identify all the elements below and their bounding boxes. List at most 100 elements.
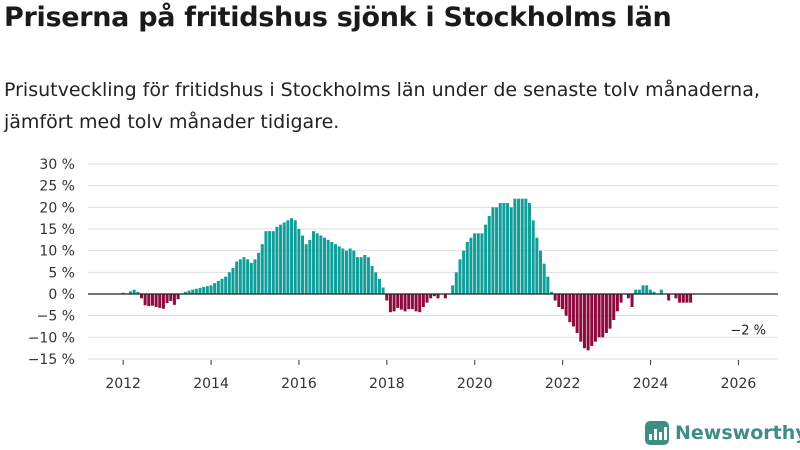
bar — [187, 290, 191, 294]
bar — [132, 289, 136, 294]
bar — [429, 294, 433, 299]
bar — [564, 294, 568, 316]
bar — [304, 244, 308, 294]
bar — [352, 250, 356, 294]
bar — [506, 203, 510, 294]
bar — [681, 294, 685, 303]
bar — [172, 294, 176, 305]
bar — [473, 233, 477, 294]
bar — [667, 294, 671, 301]
bar — [388, 294, 392, 313]
bar — [290, 218, 294, 294]
bar — [337, 246, 341, 294]
bar — [502, 203, 506, 294]
bar — [235, 261, 239, 294]
y-tick-label: 25 % — [39, 179, 75, 195]
bar — [257, 252, 261, 294]
latest-value-label: −2 % — [730, 324, 766, 339]
chart-subtitle: Prisutveckling för fritidshus i Stockhol… — [4, 79, 760, 133]
bar — [176, 294, 180, 300]
brand-logo: Newsworthy — [645, 418, 800, 448]
bar — [220, 278, 224, 294]
bar — [165, 294, 169, 304]
bar — [377, 278, 381, 294]
bar — [385, 294, 389, 301]
bar — [348, 248, 352, 294]
bar — [205, 286, 209, 294]
bar — [308, 239, 312, 294]
bar — [231, 268, 235, 294]
y-tick-label: −5 % — [37, 309, 75, 325]
bar — [271, 231, 275, 294]
bar — [396, 294, 400, 308]
bar — [326, 239, 330, 294]
bar — [312, 231, 316, 294]
bar — [524, 198, 528, 294]
bar — [531, 220, 535, 294]
bar — [293, 220, 297, 294]
bar — [571, 294, 575, 327]
bar — [604, 294, 608, 333]
bar — [458, 259, 462, 294]
bar — [634, 289, 638, 294]
x-tick-label: 2014 — [193, 376, 229, 392]
bar — [154, 294, 158, 307]
bar — [542, 263, 546, 294]
bar — [535, 237, 539, 294]
bar — [549, 291, 553, 294]
bar — [425, 294, 429, 303]
bar — [436, 294, 440, 299]
bar — [275, 226, 279, 294]
bar — [626, 294, 630, 299]
bar — [575, 294, 579, 333]
bar — [410, 294, 414, 310]
bar — [553, 294, 557, 301]
bar — [418, 294, 422, 313]
bar — [403, 294, 407, 312]
bar — [150, 294, 154, 306]
bar — [674, 294, 678, 299]
bar — [286, 220, 290, 294]
bar — [359, 257, 363, 294]
bar — [513, 198, 517, 294]
bar — [139, 294, 143, 299]
x-axis-ticks: 2012 2014 2016 2018 2020 2022 2024 2026 — [105, 360, 756, 392]
bar — [645, 285, 649, 294]
bar — [619, 294, 623, 303]
y-tick-label: −15 % — [28, 352, 75, 368]
bar — [630, 294, 634, 307]
x-tick-label: 2018 — [369, 376, 405, 392]
bar — [454, 272, 458, 294]
bar — [528, 203, 532, 294]
bar — [136, 291, 140, 294]
y-tick-label: 5 % — [48, 265, 75, 281]
bar — [202, 287, 206, 294]
y-tick-label: 10 % — [39, 244, 75, 260]
x-tick-label: 2022 — [545, 376, 581, 392]
bar — [224, 276, 228, 294]
bar — [198, 287, 202, 294]
y-tick-label: −10 % — [28, 330, 75, 346]
bar — [191, 289, 195, 294]
bar — [209, 285, 213, 294]
bar — [579, 294, 583, 342]
bar — [612, 294, 616, 320]
y-tick-label: 20 % — [39, 200, 75, 216]
bar — [323, 237, 327, 294]
bar — [143, 294, 147, 306]
y-tick-label: 15 % — [39, 222, 75, 238]
bar — [465, 242, 469, 294]
bar — [608, 294, 612, 329]
bar — [301, 235, 305, 294]
y-tick-label: 30 % — [39, 157, 75, 173]
x-tick-label: 2026 — [721, 376, 757, 392]
bar — [282, 222, 286, 294]
bar — [242, 257, 246, 294]
bar — [509, 207, 513, 294]
bar — [341, 248, 345, 294]
bar — [366, 257, 370, 294]
bar — [399, 294, 403, 310]
x-tick-label: 2012 — [105, 376, 141, 392]
bar — [194, 288, 198, 294]
